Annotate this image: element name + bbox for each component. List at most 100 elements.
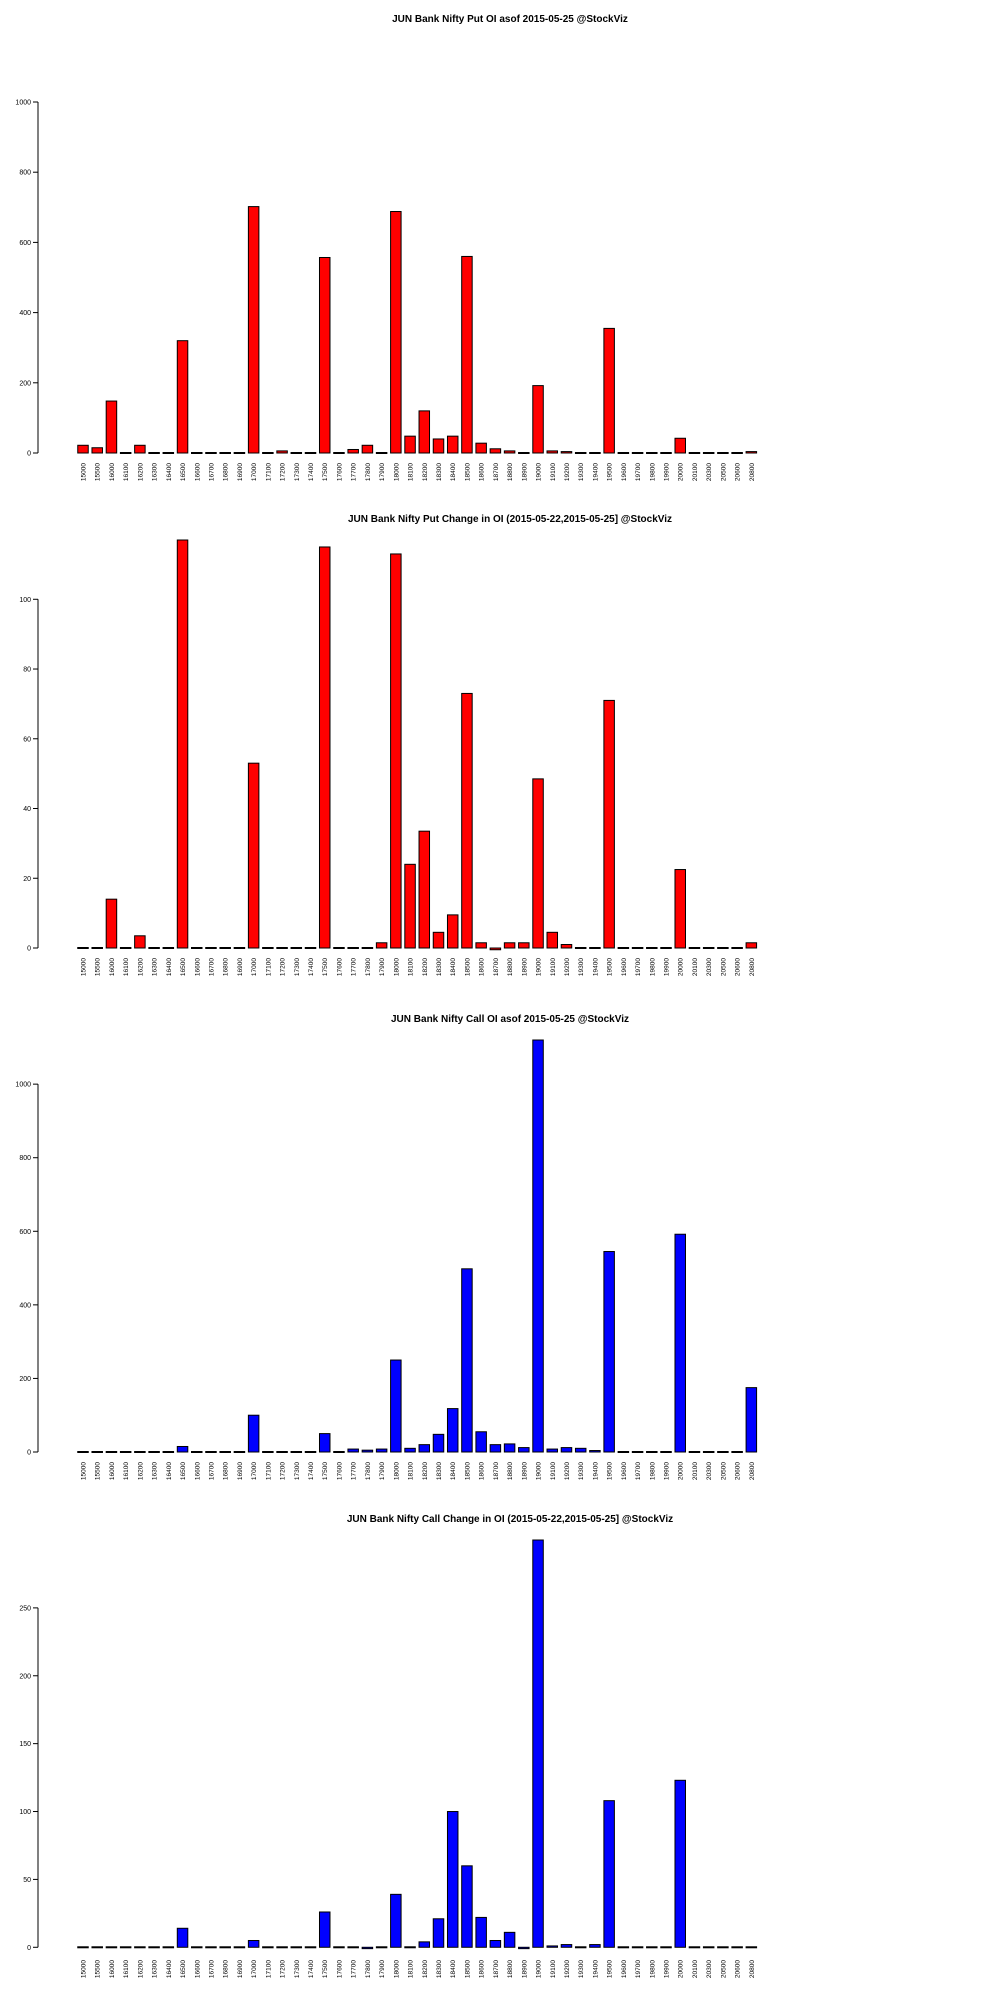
x-tick-label: 19800 <box>649 463 656 481</box>
y-tick-label: 200 <box>19 1376 31 1383</box>
x-tick-label: 20800 <box>749 1960 756 1978</box>
bar <box>404 863 416 949</box>
bar <box>589 947 601 949</box>
bar <box>717 1451 729 1453</box>
bar <box>91 947 103 949</box>
bar <box>219 947 231 949</box>
bar <box>247 762 260 949</box>
bar <box>461 255 473 454</box>
bar <box>77 947 89 949</box>
x-tick-label: 18100 <box>408 463 415 481</box>
x-tick-label: 20100 <box>692 958 699 976</box>
x-tick-label: 20100 <box>692 1960 699 1978</box>
bar <box>205 1451 217 1453</box>
bar <box>702 947 715 949</box>
x-tick-label: 18900 <box>521 958 528 976</box>
y-tick-label: 20 <box>23 876 31 883</box>
x-tick-label: 16600 <box>194 958 201 976</box>
bar <box>390 553 402 949</box>
bar <box>134 1946 146 1949</box>
bar <box>361 947 374 949</box>
bar <box>290 452 303 454</box>
x-tick-label: 16600 <box>194 463 201 481</box>
x-tick-label: 20800 <box>749 1462 756 1480</box>
x-tick-label: 16200 <box>137 463 144 481</box>
y-tick-label: 150 <box>19 1741 31 1748</box>
bar <box>162 947 175 949</box>
bar <box>262 947 274 949</box>
x-tick-label: 17900 <box>379 463 386 481</box>
bar <box>418 1444 431 1453</box>
bar <box>660 1451 672 1453</box>
bar <box>233 452 246 454</box>
x-tick-label: 16100 <box>123 958 130 976</box>
x-tick-label: 16000 <box>109 958 116 976</box>
bar <box>731 1451 743 1453</box>
x-tick-label: 16400 <box>166 1960 173 1978</box>
y-tick-label: 400 <box>19 1302 31 1309</box>
x-tick-label: 18000 <box>393 958 400 976</box>
x-tick-label: 19200 <box>564 1462 571 1480</box>
x-tick-label: 16800 <box>223 1462 230 1480</box>
bar <box>617 1946 630 1949</box>
bar <box>134 444 146 454</box>
bar <box>660 947 672 949</box>
x-tick-label: 20300 <box>706 463 713 481</box>
x-tick-label: 16800 <box>223 463 230 481</box>
bar <box>77 1946 89 1949</box>
x-tick-label: 18400 <box>450 1960 457 1978</box>
x-tick-label: 17800 <box>365 463 372 481</box>
x-tick-label: 15000 <box>81 1462 88 1480</box>
x-tick-label: 17100 <box>265 463 272 481</box>
x-tick-label: 17000 <box>251 1960 258 1978</box>
x-tick-label: 16200 <box>137 1462 144 1480</box>
x-tick-label: 17200 <box>280 463 287 481</box>
bar <box>418 1941 431 1948</box>
bar <box>77 444 89 454</box>
bar <box>717 1946 729 1949</box>
x-tick-label: 18100 <box>408 1462 415 1480</box>
x-tick-label: 19600 <box>621 463 628 481</box>
bar <box>503 1443 516 1453</box>
bar <box>162 452 175 454</box>
bar <box>646 452 658 454</box>
x-tick-label: 19700 <box>635 463 642 481</box>
bar <box>191 947 203 949</box>
bar <box>219 1451 231 1453</box>
y-tick-label: 600 <box>19 1229 31 1236</box>
chart-panel-call-oi: JUN Bank Nifty Call OI asof 2015-05-25 @… <box>0 1000 1000 1500</box>
x-tick-label: 18800 <box>507 1462 514 1480</box>
bar <box>418 830 431 949</box>
bar <box>290 1451 303 1453</box>
bar <box>404 1946 416 1949</box>
x-tick-label: 17200 <box>280 958 287 976</box>
x-tick-label: 20300 <box>706 1462 713 1480</box>
x-tick-label: 19300 <box>578 463 585 481</box>
bar <box>489 947 502 951</box>
x-tick-label: 16700 <box>208 958 215 976</box>
bar <box>134 1451 146 1453</box>
y-tick-label: 60 <box>23 736 31 743</box>
bar <box>589 1450 601 1453</box>
x-tick-label: 17900 <box>379 1960 386 1978</box>
x-tick-label: 16400 <box>166 463 173 481</box>
y-tick-label: 250 <box>19 1605 31 1612</box>
bar <box>589 452 601 454</box>
bar <box>390 1359 402 1453</box>
bar <box>347 1946 359 1949</box>
x-tick-label: 19100 <box>550 1462 557 1480</box>
chart-svg: JUN Bank Nifty Call Change in OI (2015-0… <box>19 1514 758 1978</box>
x-tick-label: 19900 <box>664 1462 671 1480</box>
x-tick-label: 16400 <box>166 1462 173 1480</box>
chart-panel-put-change-oi: JUN Bank Nifty Put Change in OI (2015-05… <box>0 500 1000 1000</box>
x-tick-label: 20000 <box>678 1462 685 1480</box>
bar <box>503 1931 516 1948</box>
bar <box>333 947 345 949</box>
bar <box>475 1916 487 1948</box>
x-tick-label: 18400 <box>450 463 457 481</box>
x-tick-label: 19900 <box>664 1960 671 1978</box>
bar <box>361 1449 374 1453</box>
x-tick-label: 18300 <box>436 1960 443 1978</box>
bar <box>546 931 559 949</box>
x-tick-label: 17000 <box>251 1462 258 1480</box>
